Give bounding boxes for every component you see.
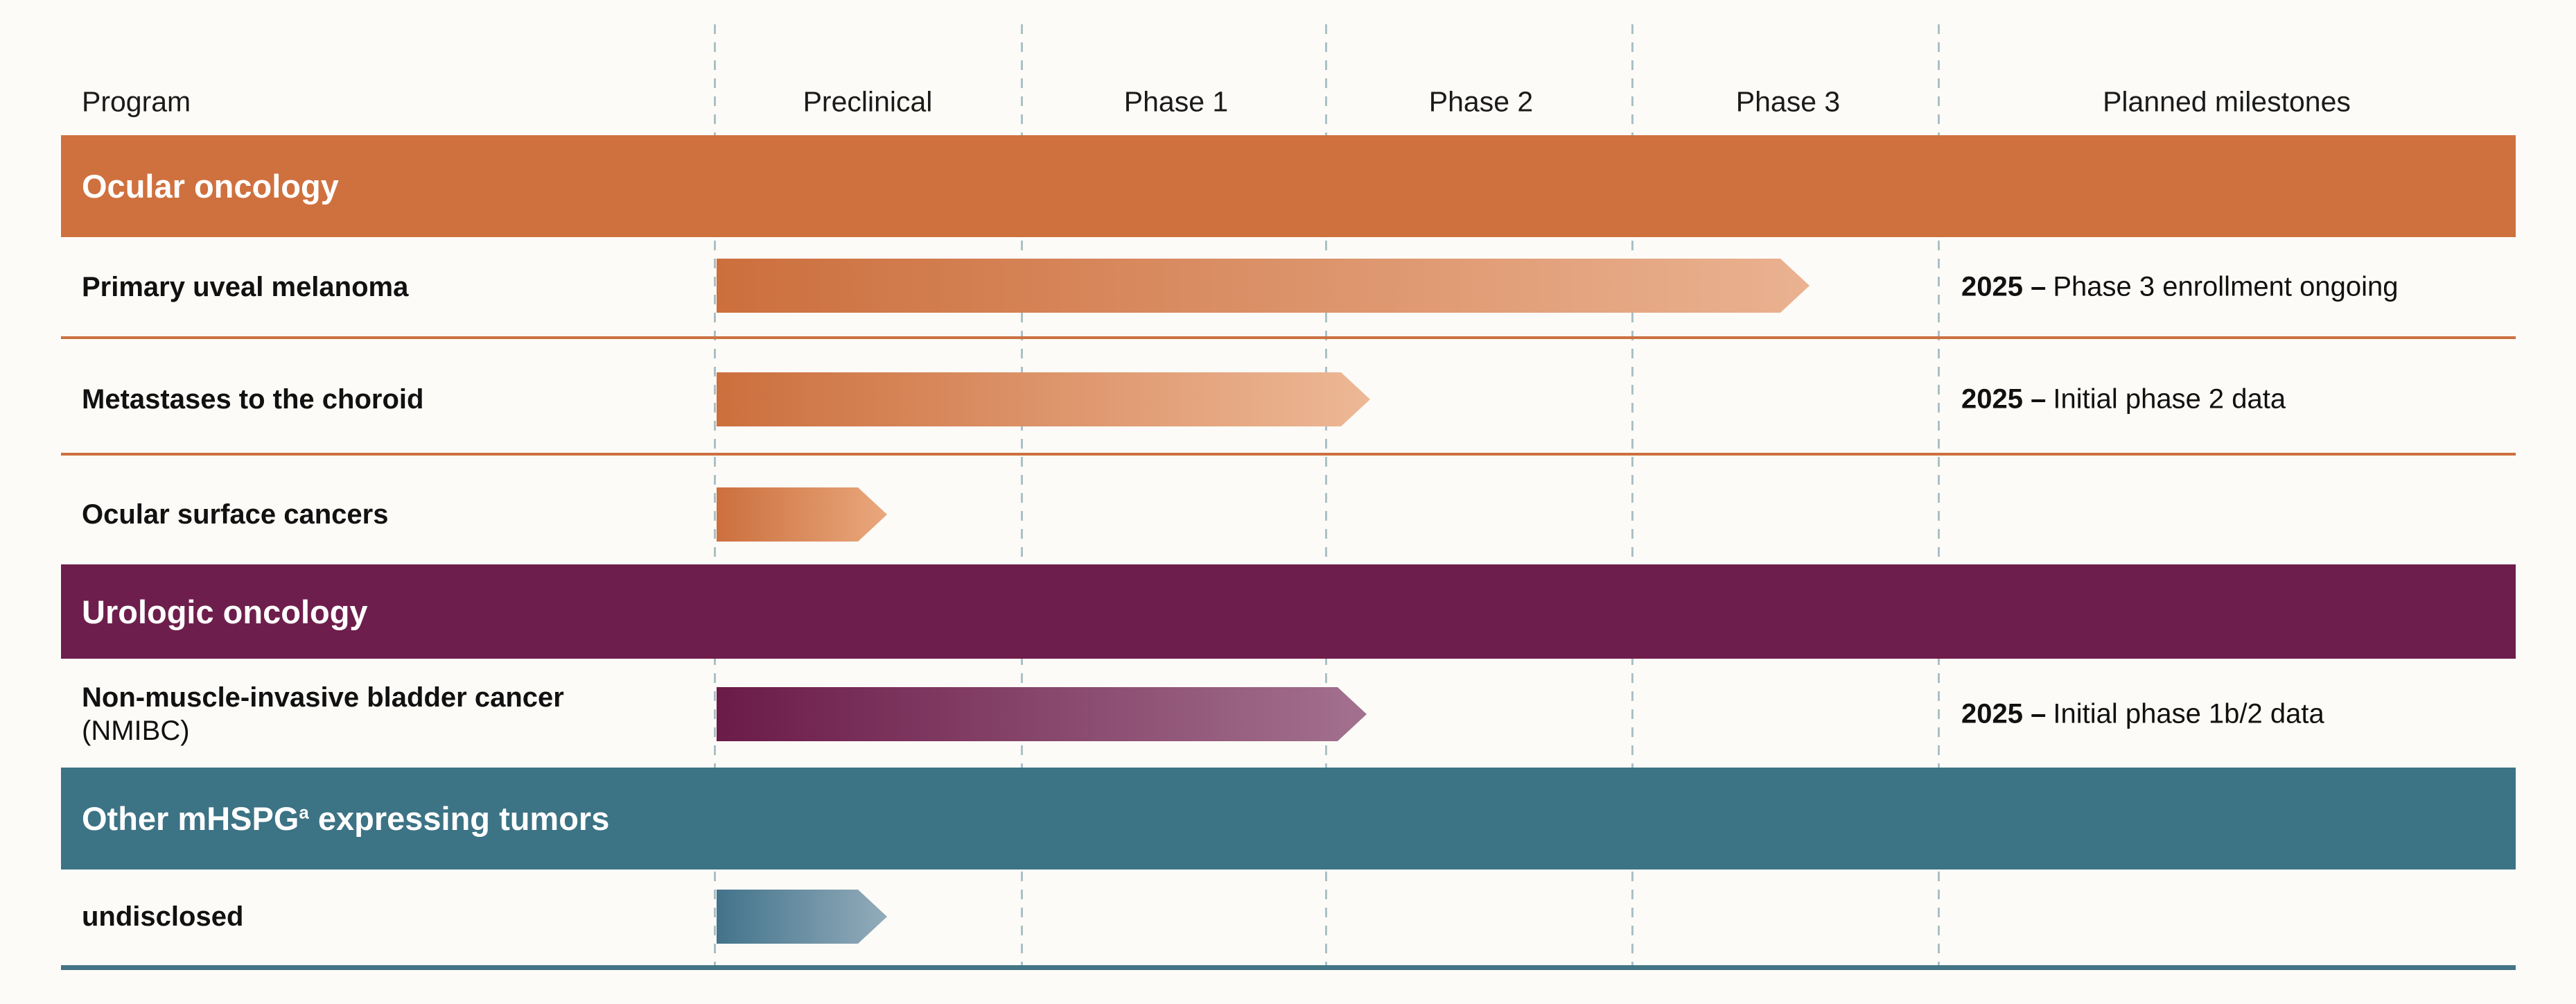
section-title: Ocular oncology bbox=[82, 168, 339, 205]
phase-gridline bbox=[1631, 24, 1633, 965]
phase-gridline bbox=[1325, 24, 1327, 965]
column-header-program: Program bbox=[82, 85, 191, 118]
progress-arrow bbox=[717, 890, 887, 944]
progress-arrow bbox=[717, 372, 1370, 426]
phase-gridline bbox=[1021, 24, 1023, 965]
program-line1: Non-muscle-invasive bladder cancer bbox=[82, 682, 564, 713]
section-title-suffix: expressing tumors bbox=[308, 800, 610, 837]
bottom-rule bbox=[61, 965, 2516, 970]
milestone-text: Initial phase 2 data bbox=[2053, 383, 2286, 415]
program-line2: (NMIBC) bbox=[82, 716, 190, 746]
milestone-year: 2025 – bbox=[1961, 698, 2047, 729]
column-header-planned-milestones: Planned milestones bbox=[2103, 85, 2351, 118]
progress-arrow bbox=[717, 487, 887, 542]
phase-gridline bbox=[714, 24, 716, 965]
milestone-year: 2025 – bbox=[1961, 271, 2047, 302]
milestone-text: Phase 3 enrollment ongoing bbox=[2053, 271, 2399, 302]
column-header-phase-1: Phase 1 bbox=[1123, 85, 1229, 118]
column-header-preclinical: Preclinical bbox=[803, 85, 933, 118]
section-title: Urologic oncology bbox=[82, 593, 368, 630]
row-separator bbox=[61, 336, 2516, 339]
milestone-year: 2025 – bbox=[1961, 383, 2047, 415]
column-header-phase-2: Phase 2 bbox=[1428, 85, 1534, 118]
section-title: Other mHSPGa expressing tumors bbox=[82, 799, 609, 838]
program-label: undisclosed bbox=[82, 901, 244, 932]
progress-arrow bbox=[717, 687, 1367, 741]
program-label: Primary uveal melanoma bbox=[82, 272, 409, 302]
program-label: Non-muscle-invasive bladder cancer (NMIB… bbox=[82, 681, 564, 747]
section-header-ocular-oncology: Ocular oncology bbox=[61, 135, 2516, 237]
milestone-text: Initial phase 1b/2 data bbox=[2053, 698, 2324, 729]
milestone: 2025 – Phase 3 enrollment ongoing bbox=[1961, 272, 2398, 303]
program-label: Metastases to the choroid bbox=[82, 384, 424, 415]
progress-arrow bbox=[717, 259, 1810, 313]
section-title-prefix: Other mHSPG bbox=[82, 800, 299, 837]
section-header-other-mhspg-tumors: Other mHSPGa expressing tumors bbox=[61, 768, 2516, 869]
phase-gridline bbox=[1938, 24, 1940, 965]
column-header-phase-3: Phase 3 bbox=[1735, 85, 1841, 118]
section-title-superscript: a bbox=[299, 803, 309, 823]
milestone: 2025 – Initial phase 1b/2 data bbox=[1961, 699, 2324, 730]
section-header-urologic-oncology: Urologic oncology bbox=[61, 564, 2516, 659]
row-separator bbox=[61, 453, 2516, 456]
milestone: 2025 – Initial phase 2 data bbox=[1961, 384, 2286, 415]
program-label: Ocular surface cancers bbox=[82, 499, 389, 530]
